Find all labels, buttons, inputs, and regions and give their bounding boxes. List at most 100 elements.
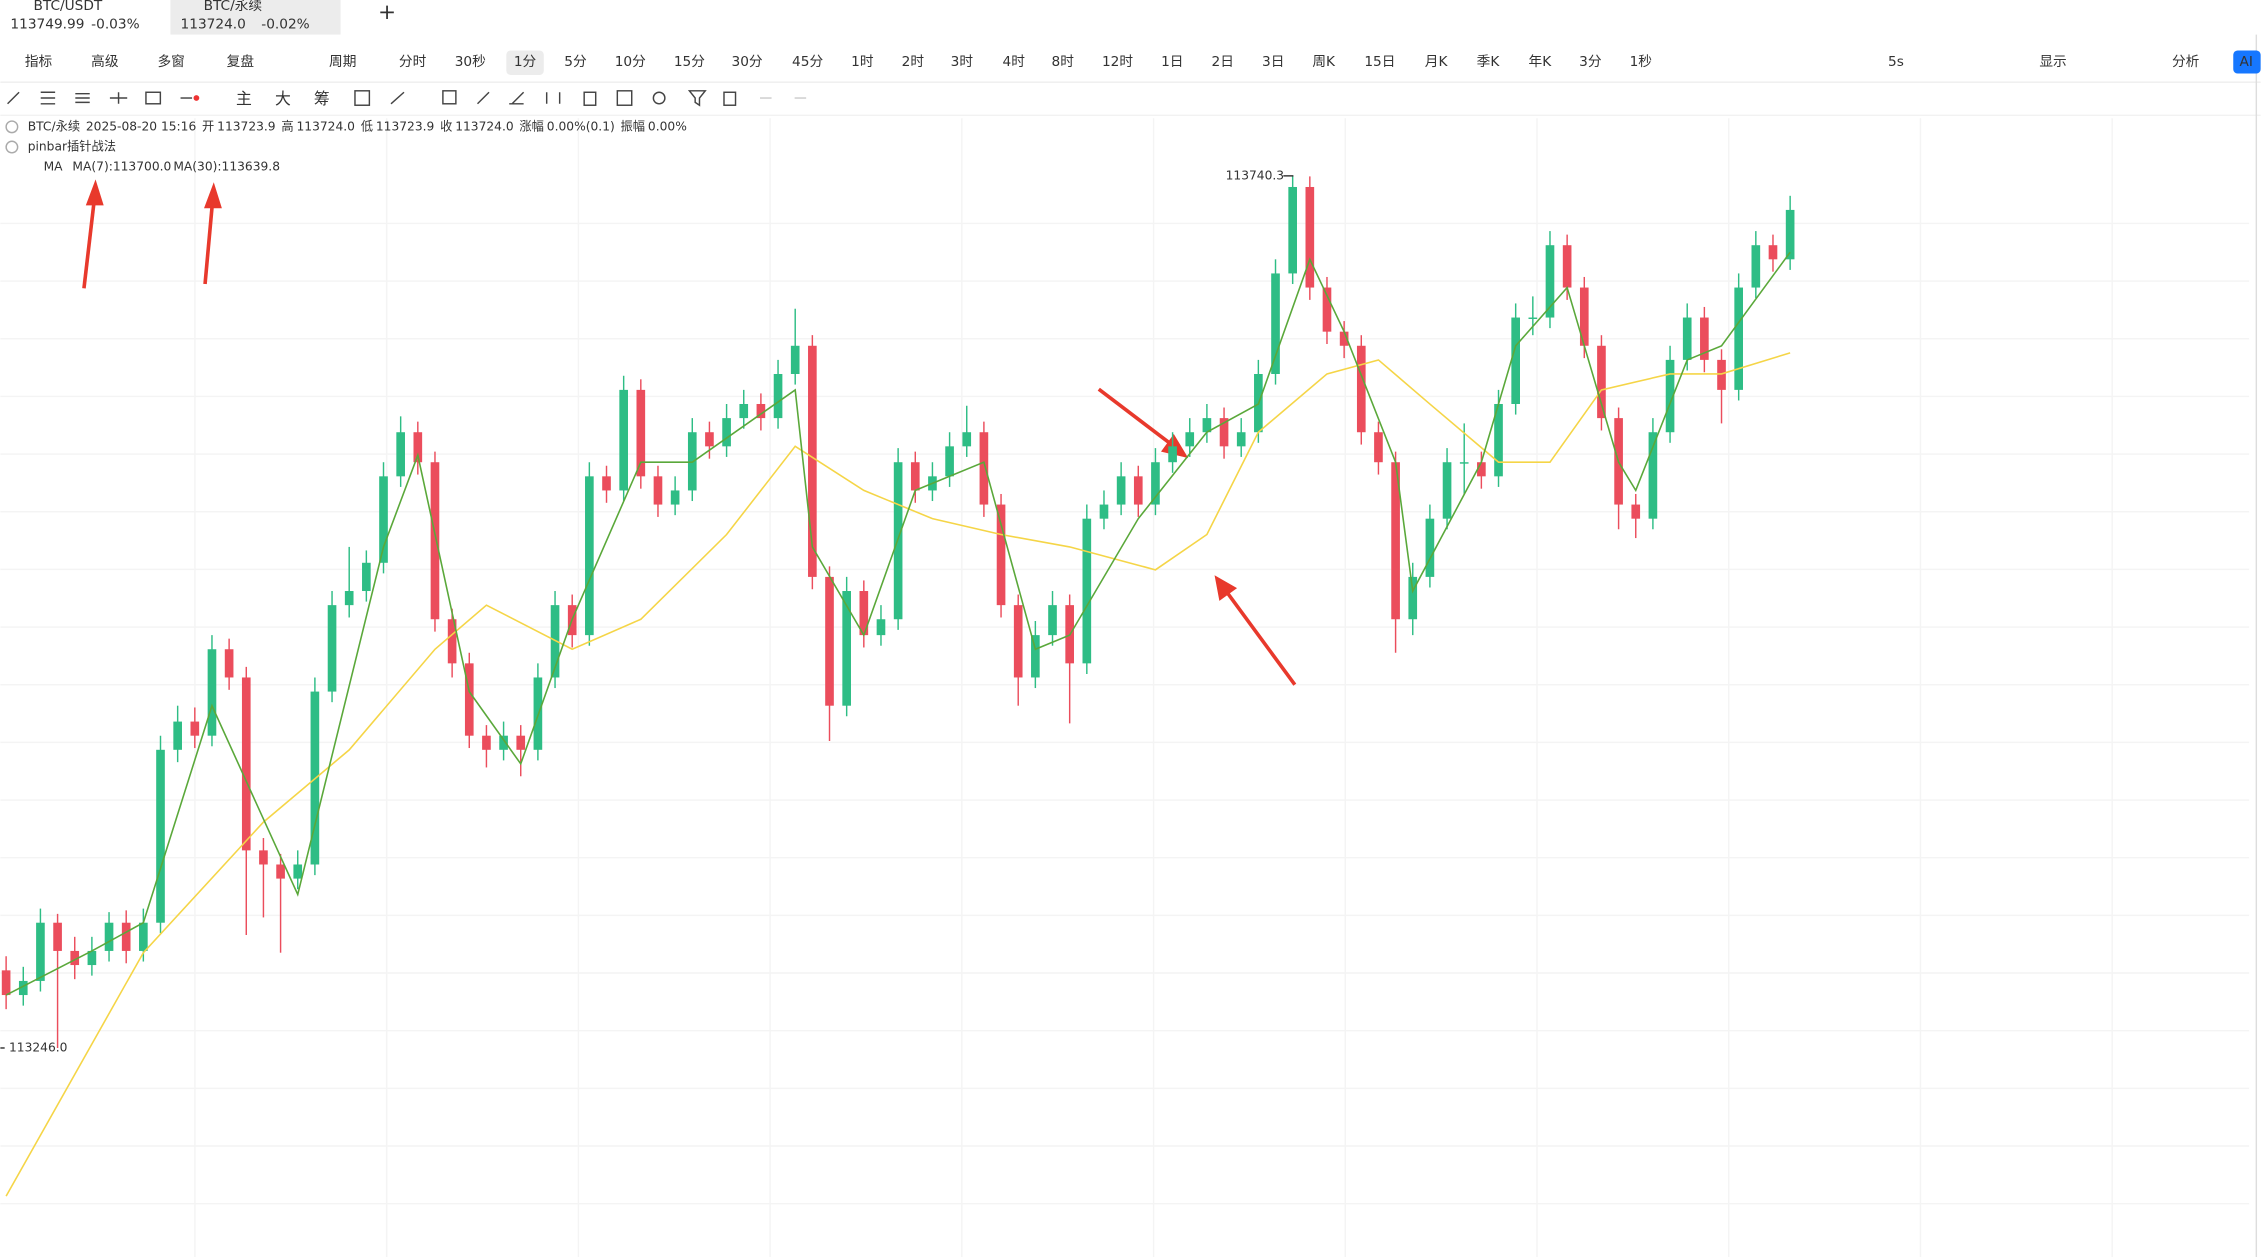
period-button[interactable]: 1日 <box>1161 54 1183 70</box>
info-text: 113723.9 <box>376 119 434 133</box>
candle-body <box>842 591 851 706</box>
candle-body <box>1700 317 1709 360</box>
strategy-name: pinbar插针战法 <box>28 139 116 154</box>
period-button[interactable]: 30分 <box>732 54 763 70</box>
candle-body <box>653 476 663 505</box>
candle-body <box>1185 432 1195 447</box>
toolbar-button[interactable]: 周期 <box>329 54 356 70</box>
candle-body <box>1717 359 1726 390</box>
candle-body <box>979 432 989 505</box>
candle-body <box>259 850 268 865</box>
candle-body <box>276 864 285 879</box>
toolbar-button[interactable]: 分析 <box>2172 54 2200 70</box>
candle-body <box>53 922 62 951</box>
candle-body <box>516 735 526 750</box>
candle-body <box>327 605 337 692</box>
period-button[interactable]: 1分 <box>514 54 537 70</box>
period-button[interactable]: 月K <box>1425 54 1449 70</box>
candle-body <box>413 432 423 463</box>
toolbar-button[interactable]: 指标 <box>25 54 53 70</box>
candle-body <box>18 980 28 996</box>
period-button[interactable]: 周K <box>1312 54 1336 70</box>
drawing-toolbar <box>7 90 807 107</box>
period-button[interactable]: 5分 <box>564 54 587 70</box>
period-button[interactable]: 45分 <box>792 54 823 70</box>
candle-body <box>1665 359 1675 433</box>
candle-body <box>1631 504 1641 519</box>
candle-body <box>1013 605 1023 678</box>
toolbar-button[interactable]: 显示 <box>2039 54 2066 70</box>
candle-body <box>87 950 97 966</box>
period-button[interactable]: 10分 <box>615 54 646 70</box>
candle-body <box>1031 635 1040 678</box>
candle-body <box>70 950 80 966</box>
period-button[interactable]: 2时 <box>902 54 925 70</box>
candles <box>1 175 1795 1048</box>
period-button[interactable]: 8时 <box>1052 54 1075 70</box>
toolbar-button[interactable]: 复盘 <box>227 53 255 70</box>
period-button[interactable]: 季K <box>1477 54 1501 70</box>
period-button[interactable]: 12时 <box>1102 54 1133 70</box>
candle-body <box>1168 446 1177 463</box>
period-button[interactable]: 3分 <box>1579 54 1602 70</box>
candle-body <box>1477 462 1486 477</box>
candle-body <box>1408 576 1418 620</box>
candle-body <box>293 864 303 879</box>
candle-body <box>1579 287 1589 346</box>
candle-body <box>1391 462 1400 620</box>
info-text: 低 <box>361 119 373 133</box>
period-button[interactable]: 30秒 <box>455 54 486 70</box>
period-button[interactable]: 2日 <box>1212 54 1234 70</box>
candle-body <box>482 735 491 750</box>
candle-body <box>1734 287 1743 390</box>
period-highlight <box>506 50 544 75</box>
candle-body <box>619 389 628 491</box>
drawing-tool[interactable]: 主 <box>236 89 252 108</box>
period-button[interactable]: 年K <box>1529 54 1553 70</box>
period-button[interactable]: 分时 <box>399 54 427 70</box>
candle-body <box>1236 432 1246 447</box>
ma30-label: MA(30):113639.8 <box>173 160 280 174</box>
period-button[interactable]: 1时 <box>851 54 874 70</box>
toolbar-button[interactable]: AI <box>2240 54 2253 70</box>
period-button[interactable]: 3时 <box>951 54 974 70</box>
tab-name[interactable]: BTC/USDT <box>34 0 103 14</box>
candle-body <box>859 591 869 636</box>
period-button[interactable]: 15分 <box>674 54 705 70</box>
period-button[interactable]: 15日 <box>1364 54 1395 70</box>
high-marker: 113740.3 <box>1226 168 1284 182</box>
toolbar-button[interactable]: 高级 <box>91 53 119 70</box>
add-tab[interactable]: + <box>378 0 396 25</box>
tab-price: 113724.0 <box>181 17 246 33</box>
active-tab[interactable] <box>170 0 341 35</box>
collapse-icon[interactable] <box>5 140 19 154</box>
candle-body <box>139 922 148 951</box>
toolbar-button[interactable]: 多窗 <box>157 53 184 70</box>
toolbar-button[interactable]: 5s <box>1888 54 1904 70</box>
candle-body <box>1511 317 1520 404</box>
period-button[interactable]: 1秒 <box>1630 54 1653 70</box>
ai-button[interactable] <box>2233 50 2261 74</box>
candle-body <box>1322 287 1332 332</box>
candle-body <box>464 663 474 736</box>
drawing-tool[interactable]: 大 <box>275 89 291 108</box>
candle-body <box>224 649 234 678</box>
candle-body <box>104 922 114 951</box>
info-text: 0.00% <box>648 119 687 133</box>
period-button[interactable]: 4时 <box>1003 54 1026 70</box>
candle-body <box>362 562 371 592</box>
drawing-tool[interactable]: 筹 <box>314 89 330 108</box>
candle-body <box>756 403 766 419</box>
candle-body <box>344 591 354 606</box>
candle-body <box>430 462 440 620</box>
candle-body <box>241 677 251 851</box>
collapse-icon[interactable] <box>5 120 19 134</box>
candle-body <box>207 649 217 736</box>
candle-body <box>1305 186 1315 288</box>
period-button[interactable]: 3日 <box>1262 54 1284 70</box>
tab-name[interactable]: BTC/永续 <box>204 0 263 14</box>
tab-change: -0.03% <box>91 17 139 33</box>
